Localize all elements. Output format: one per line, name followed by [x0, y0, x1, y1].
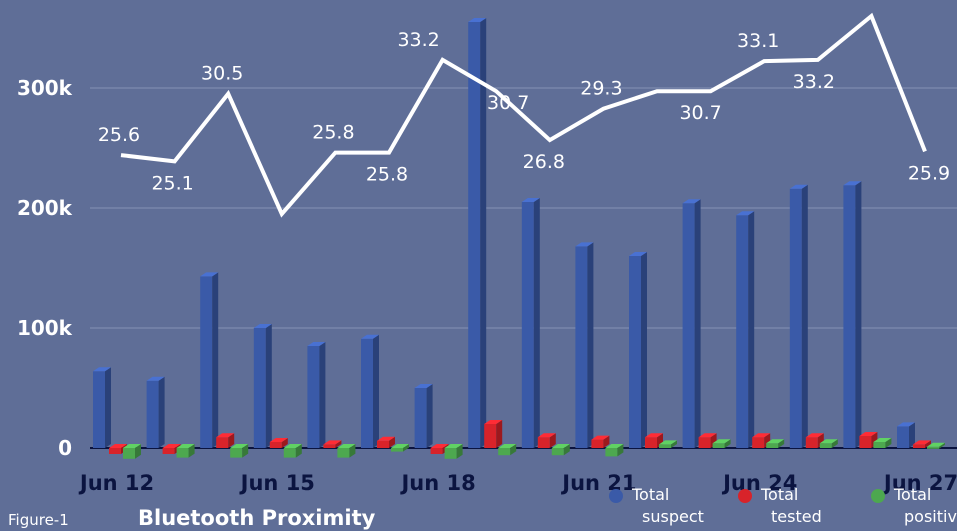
legend-label: Totalpositive: [893, 485, 957, 526]
figure-label: Figure-1: [8, 511, 69, 529]
bar-total-suspect: [146, 376, 165, 448]
bar-total-positive: [712, 439, 731, 448]
bar-total-positive: [337, 444, 356, 458]
legend-marker: [738, 489, 752, 503]
data-label: 25.1: [151, 172, 193, 194]
bar-total-suspect: [682, 199, 701, 448]
y-tick-label: 100k: [17, 316, 73, 340]
data-label: 33.1: [737, 30, 779, 52]
bar-total-suspect: [575, 242, 594, 448]
line-series: [120, 12, 927, 218]
bar-total-suspect: [414, 384, 433, 448]
bars: [93, 18, 945, 459]
y-tick-label: 200k: [17, 196, 73, 220]
bar-total-positive: [444, 444, 463, 459]
x-tick-label: Jun 15: [239, 471, 315, 495]
y-axis-ticks: 0 100k 200k 300k: [17, 76, 73, 460]
data-label: 25.9: [908, 162, 950, 184]
bar-total-tested: [269, 438, 288, 448]
x-axis-ticks: Jun 12 Jun 15 Jun 18 Jun 21 Jun 24 Jun 27: [78, 471, 957, 495]
bar-total-suspect: [468, 18, 487, 448]
data-label: 30.5: [201, 63, 243, 85]
bar-total-suspect: [361, 334, 379, 448]
chart-title: Bluetooth Proximity: [138, 506, 376, 530]
bar-total-positive: [605, 444, 624, 457]
bar-total-suspect: [93, 367, 111, 448]
bar-total-suspect: [736, 211, 755, 448]
bar-total-tested: [859, 432, 878, 448]
x-tick-label: Jun 24: [721, 471, 797, 495]
data-label: 30.7: [487, 92, 529, 114]
line-series-path: [120, 12, 927, 218]
bar-total-tested: [913, 440, 931, 448]
bar-total-positive: [498, 444, 517, 456]
bar-total-positive: [766, 439, 785, 448]
bar-total-suspect: [789, 184, 808, 449]
x-tick-label: Jun 12: [78, 471, 154, 495]
bar-total-tested: [216, 433, 235, 448]
bar-total-suspect: [521, 198, 540, 448]
bar-total-positive: [230, 444, 249, 458]
data-label: 33.2: [793, 71, 835, 93]
y-tick-label: 300k: [17, 76, 73, 100]
x-tick-label: Jun 27: [882, 471, 957, 495]
legend-marker: [871, 489, 885, 503]
bar-total-tested: [323, 440, 342, 448]
bar-total-tested: [591, 435, 610, 448]
x-tick-label: Jun 21: [560, 471, 636, 495]
bar-total-positive: [391, 444, 409, 452]
legend-label: Total suspect: [631, 485, 704, 526]
data-labels: 25.6 25.1 30.5 25.8 25.8 33.2 30.7 26.8 29.3 30.7…: [98, 29, 950, 195]
bar-total-suspect: [253, 324, 272, 448]
bar-total-suspect: [897, 422, 915, 448]
data-label: 25.8: [312, 122, 354, 144]
bar-total-positive: [927, 442, 945, 449]
bar-total-positive: [123, 444, 141, 459]
bar-total-suspect: [629, 252, 647, 448]
data-label: 29.3: [580, 78, 622, 100]
bar-total-positive: [283, 444, 302, 458]
bar-total-suspect: [843, 181, 862, 448]
data-label: 26.8: [523, 151, 565, 173]
data-label: 25.8: [366, 164, 408, 186]
legend-label: Total tested: [760, 485, 822, 526]
bar-total-suspect: [307, 342, 326, 448]
bar-total-suspect: [200, 272, 219, 448]
bar-total-positive: [873, 438, 892, 448]
bar-total-positive: [551, 444, 570, 456]
data-label: 30.7: [679, 102, 721, 124]
bar-total-tested: [537, 433, 556, 448]
data-label: 33.2: [397, 29, 439, 51]
legend-marker: [609, 489, 623, 503]
data-label: 25.6: [98, 124, 140, 146]
bar-total-tested: [484, 420, 503, 448]
bar-total-tested: [377, 436, 395, 448]
y-tick-label: 0: [58, 436, 72, 460]
bar-total-positive: [819, 439, 838, 448]
bar-total-positive: [659, 440, 677, 448]
x-tick-label: Jun 18: [399, 471, 475, 495]
bar-total-positive: [176, 444, 195, 458]
